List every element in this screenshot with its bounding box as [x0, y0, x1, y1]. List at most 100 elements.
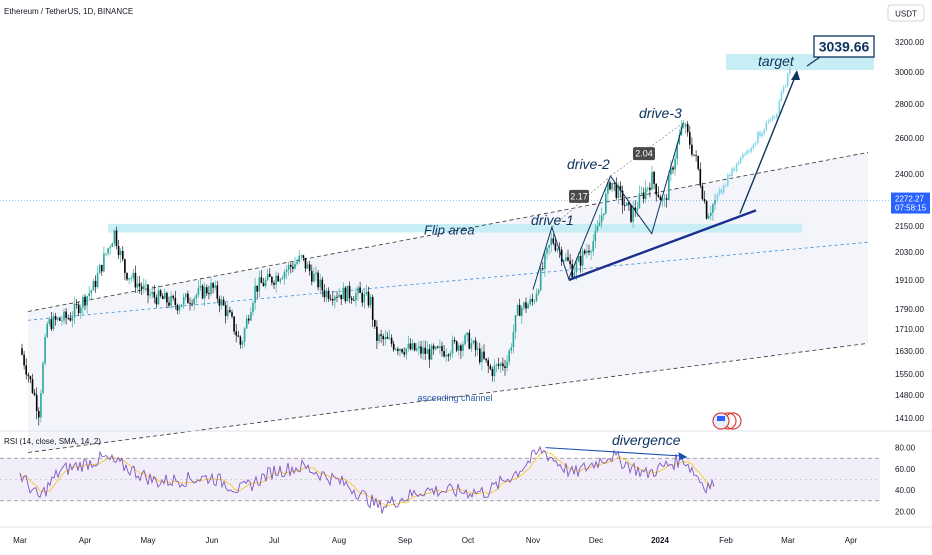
target-arrow	[739, 71, 798, 214]
candle-body	[218, 298, 221, 306]
projection-body	[716, 194, 719, 202]
candle-body	[334, 296, 336, 301]
candle-body	[126, 272, 128, 280]
candle-body	[458, 345, 460, 351]
candle-body	[413, 343, 416, 351]
candle-body	[103, 253, 105, 272]
projection-body	[771, 116, 774, 120]
currency-button-label[interactable]: USDT	[895, 10, 917, 19]
candle-body	[388, 337, 391, 339]
candle-body	[466, 332, 468, 336]
candle-body	[92, 280, 95, 291]
last-price-tag: 2272.27 07:58:15	[891, 192, 930, 214]
time-tick-label: Nov	[526, 536, 540, 545]
candle-body	[518, 305, 521, 316]
projection-body	[784, 85, 787, 88]
rsi-axis[interactable]: 80.00 60.00 40.00 20.00	[895, 444, 916, 517]
projection-body	[757, 132, 759, 143]
candle-body	[210, 283, 212, 295]
candle-body	[212, 283, 214, 288]
price-axis[interactable]: 3200.00 3000.00 2800.00 2600.00 2400.00 2150.…	[895, 38, 924, 423]
candle-body	[327, 290, 330, 299]
price-tick-label: 3200.00	[895, 38, 924, 47]
last-price-tag-bg	[891, 192, 930, 214]
candle-body	[596, 226, 599, 231]
candle-body	[670, 167, 672, 175]
candle-body	[65, 311, 67, 318]
candle-body	[222, 299, 225, 306]
candle-body	[487, 360, 489, 366]
candle-body	[399, 348, 401, 351]
candle-body	[523, 302, 525, 308]
candle-body	[164, 293, 166, 299]
price-tick-label: 1480.00	[895, 391, 924, 400]
currency-button[interactable]: USDT	[887, 4, 925, 22]
candle-body	[38, 411, 40, 418]
candle-body	[403, 352, 405, 355]
candle-body	[697, 156, 699, 169]
candle-body	[33, 392, 36, 395]
candle-body	[546, 247, 548, 254]
price-tick-label: 2600.00	[895, 134, 924, 143]
candle-body	[573, 272, 576, 278]
candle-body	[479, 348, 481, 363]
candle-body	[434, 346, 437, 350]
candle-body	[105, 253, 107, 255]
projection-body	[733, 168, 735, 171]
flip-area-label: Flip area	[424, 222, 475, 237]
currency-button-frame[interactable]	[887, 4, 925, 22]
candle-body	[676, 144, 678, 159]
candle-body	[581, 250, 584, 266]
candle-body	[617, 185, 620, 198]
candle-body	[374, 319, 376, 327]
candle-body	[323, 290, 326, 298]
candle-body	[426, 349, 429, 354]
candle-body	[357, 287, 359, 294]
candle-body	[151, 291, 153, 295]
candle-body	[161, 295, 164, 299]
candle-body	[315, 272, 317, 274]
candle-body	[248, 318, 250, 321]
candle-body	[592, 241, 594, 252]
candle-body	[220, 299, 223, 306]
candle-body	[187, 293, 189, 304]
candle-body	[308, 264, 311, 272]
price-tick-label: 1910.00	[895, 276, 924, 285]
candle-body	[21, 348, 23, 355]
candle-body	[256, 285, 258, 292]
candle-body	[77, 304, 80, 314]
candle-body	[542, 268, 544, 269]
candle-body	[229, 310, 231, 313]
candle-body	[695, 155, 697, 157]
candle-body	[363, 293, 366, 303]
divergence-label: divergence	[612, 432, 681, 448]
time-tick-label: Apr	[845, 536, 858, 545]
candle-body	[615, 183, 618, 198]
candle-body	[556, 249, 559, 251]
candle-body	[607, 182, 609, 194]
candle-body	[340, 294, 342, 300]
indicator-badge[interactable]	[712, 412, 742, 430]
rsi-title[interactable]: RSI (14, close, SMA, 14, 2)	[4, 437, 101, 446]
candle-body	[273, 282, 275, 285]
candle-body	[355, 293, 357, 301]
ratio-badge-1-bg	[569, 189, 589, 203]
divergence-arrow-head	[678, 452, 688, 461]
candle-body	[525, 302, 527, 309]
projection-body	[789, 67, 791, 75]
candle-body	[651, 171, 653, 190]
candle-body	[80, 307, 82, 314]
projection-body	[765, 122, 768, 131]
candle-body	[533, 301, 536, 302]
time-axis[interactable]: Mar Apr May Jun Jul Aug Sep Oct Nov Dec 2024 Feb Mar…	[13, 536, 857, 545]
symbol-title[interactable]: Ethereum / TetherUS, 1D, BINANCE	[4, 7, 133, 16]
candle-body	[329, 298, 332, 300]
candle-body	[600, 215, 603, 223]
candle-body	[628, 202, 630, 205]
candle-body	[262, 283, 265, 287]
drive-pattern-lines	[532, 122, 684, 290]
candle-body	[29, 376, 32, 380]
candle-body	[605, 193, 607, 214]
price-tick-label: 3000.00	[895, 68, 924, 77]
